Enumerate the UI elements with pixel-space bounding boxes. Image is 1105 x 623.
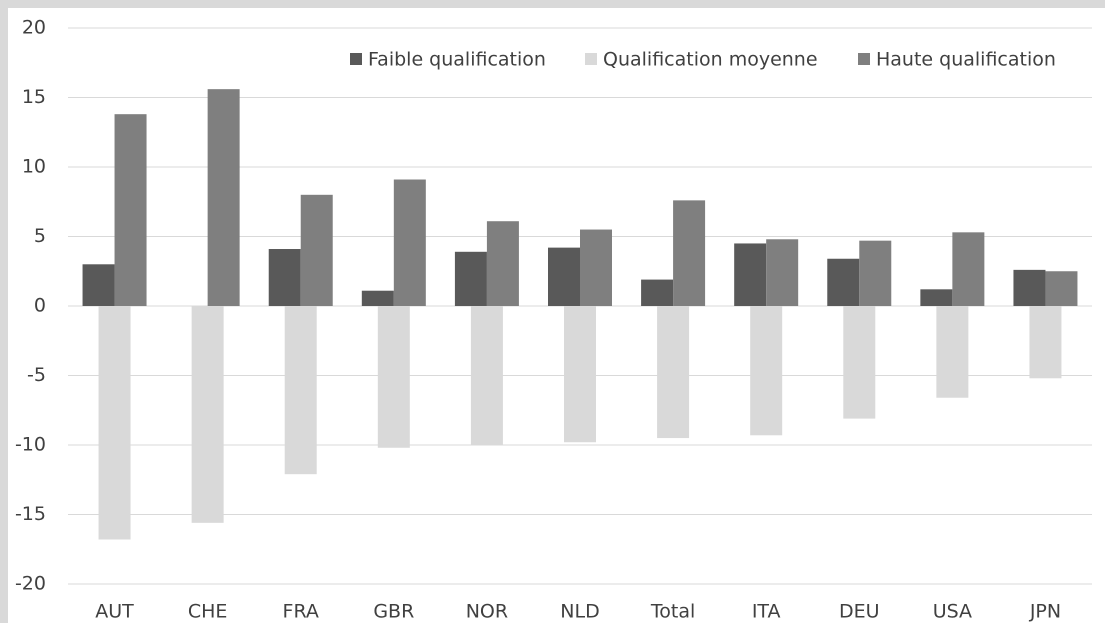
- y-tick-label: 10: [22, 156, 46, 178]
- x-tick-label: USA: [933, 601, 972, 623]
- x-tick-label: FRA: [283, 601, 319, 623]
- x-tick-label: CHE: [188, 601, 228, 623]
- bar: [191, 306, 224, 523]
- bar: [486, 221, 519, 306]
- bar: [580, 229, 612, 306]
- legend-label: Qualification moyenne: [603, 49, 818, 71]
- bar: [952, 232, 985, 306]
- x-tick-label: Total: [650, 601, 695, 623]
- bar: [207, 89, 240, 306]
- x-tick-label: GBR: [373, 601, 414, 623]
- bar: [548, 247, 580, 306]
- bar: [361, 290, 394, 306]
- bar: [859, 240, 892, 306]
- bar: [114, 114, 147, 307]
- y-tick-label: -5: [27, 364, 46, 386]
- bar: [657, 306, 690, 439]
- bar: [470, 306, 503, 445]
- bar: [300, 194, 333, 306]
- bar: [564, 306, 596, 443]
- bar: [734, 243, 767, 306]
- bar: [673, 200, 706, 306]
- legend-swatch: [350, 53, 362, 65]
- bar: [393, 179, 426, 306]
- bar: [454, 251, 487, 306]
- bar: [641, 279, 674, 306]
- bar: [98, 306, 131, 540]
- x-tick-label: ITA: [752, 601, 781, 623]
- y-tick-label: -15: [15, 503, 46, 525]
- bar: [1029, 306, 1062, 379]
- x-tick-label: AUT: [95, 601, 134, 623]
- bar: [1013, 269, 1046, 306]
- bar: [827, 258, 860, 306]
- x-tick-label: DEU: [839, 601, 880, 623]
- y-tick-label: 5: [34, 225, 46, 247]
- bar: [843, 306, 876, 419]
- x-tick-label: JPN: [1029, 601, 1061, 623]
- y-tick-label: 20: [22, 17, 46, 39]
- y-tick-label: 15: [22, 86, 46, 108]
- x-tick-label: NOR: [466, 601, 508, 623]
- x-tick-label: NLD: [560, 601, 599, 623]
- y-tick-label: 0: [34, 295, 46, 317]
- bar: [750, 306, 783, 436]
- plot-background: [8, 8, 1105, 623]
- bar: [284, 306, 317, 475]
- legend-swatch: [585, 53, 597, 65]
- y-tick-label: -20: [15, 573, 46, 595]
- bar: [377, 306, 410, 448]
- legend-label: Haute qualification: [876, 49, 1056, 71]
- bar: [1045, 271, 1078, 306]
- y-tick-label: -10: [15, 434, 46, 456]
- bar: [766, 239, 799, 306]
- bar: [82, 264, 115, 306]
- bar: [936, 306, 969, 398]
- bar: [920, 289, 953, 306]
- legend-label: Faible qualification: [368, 49, 546, 71]
- bar: [268, 249, 301, 306]
- legend-swatch: [858, 53, 870, 65]
